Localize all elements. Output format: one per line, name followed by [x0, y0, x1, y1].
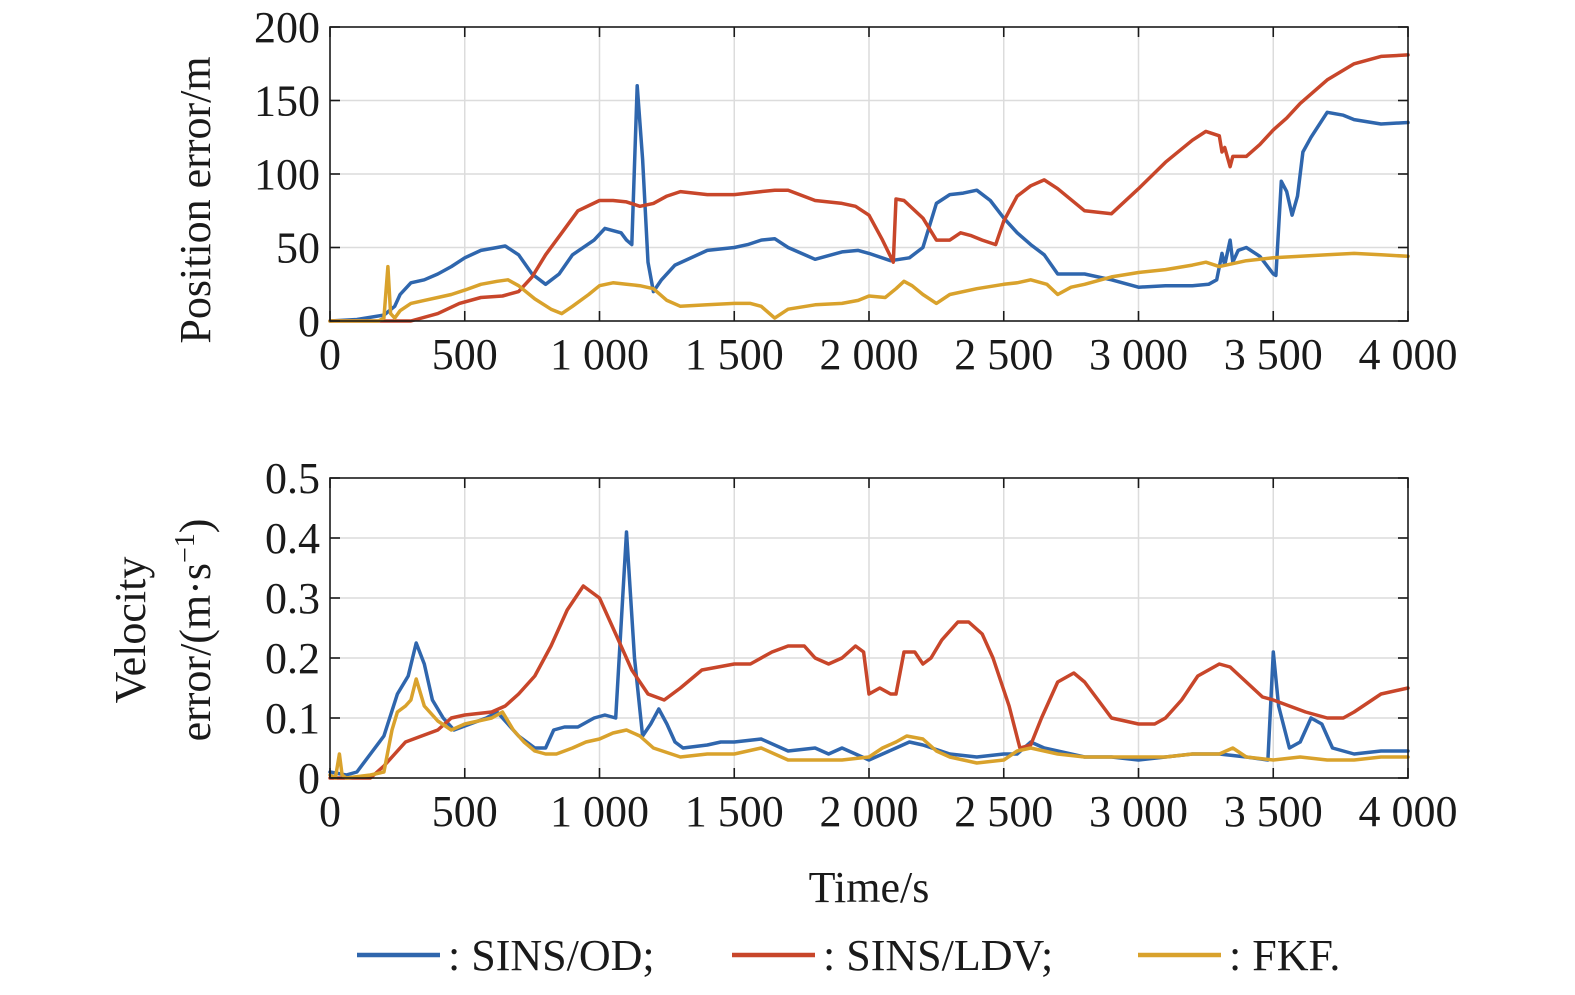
position-error-plot: 0 500 1 000 1 500 2 000 2 500 3 000 3 500 4 000 0…	[254, 3, 1458, 379]
position-xtick-label: 0	[319, 330, 341, 379]
position-series-sins-ldv	[328, 53, 1410, 323]
velocity-ylabel-main: error/(m·s	[171, 563, 220, 741]
position-ytick-label: 50	[276, 224, 320, 273]
position-ytick-label: 150	[254, 77, 320, 126]
position-xtick-label: 3 000	[1089, 330, 1188, 379]
legend-label-fkf: : FKF.	[1229, 931, 1340, 980]
legend-label-sins-ldv: : SINS/LDV;	[823, 931, 1053, 980]
velocity-error-plot: 0 500 1 000 1 500 2 000 2 500 3 000 3 500 4 000 0…	[265, 454, 1458, 836]
velocity-ytick-label: 0.2	[265, 634, 320, 683]
velocity-xtick-label: 3 500	[1224, 787, 1323, 836]
velocity-ytick-label: 0.3	[265, 574, 320, 623]
position-xtick-label: 3 500	[1224, 330, 1323, 379]
velocity-ytick-label: 0.5	[265, 454, 320, 503]
velocity-ytick-label: 0.4	[265, 514, 320, 563]
velocity-series-fkf	[328, 677, 1410, 780]
velocity-xtick-label: 0	[319, 787, 341, 836]
legend: : SINS/OD; : SINS/LDV; : FKF.	[357, 931, 1340, 980]
velocity-series-sins-ldv	[328, 584, 1410, 780]
position-ytick-label: 100	[254, 150, 320, 199]
position-xtick-label: 1 000	[550, 330, 649, 379]
velocity-xtick-label: 3 000	[1089, 787, 1188, 836]
velocity-ytick-label: 0.1	[265, 694, 320, 743]
position-xtick-label: 1 500	[685, 330, 784, 379]
velocity-xtick-label: 4 000	[1359, 787, 1458, 836]
velocity-xtick-label: 2 500	[954, 787, 1053, 836]
position-series-sins-od	[328, 84, 1410, 323]
position-ytick-label: 0	[298, 297, 320, 346]
velocity-ylabel-superscript: −1	[170, 533, 201, 563]
velocity-xtick-label: 1 000	[550, 787, 649, 836]
position-xtick-label: 2 500	[954, 330, 1053, 379]
velocity-xtick-label: 1 500	[685, 787, 784, 836]
position-ytick-label: 200	[254, 3, 320, 52]
position-xtick-label: 2 000	[820, 330, 919, 379]
velocity-series-sins-od	[328, 530, 1410, 777]
position-xtick-label: 4 000	[1359, 330, 1458, 379]
legend-label-sins-od: : SINS/OD;	[448, 931, 655, 980]
velocity-xtick-label: 500	[432, 787, 498, 836]
position-xtick-label: 500	[432, 330, 498, 379]
position-series-fkf	[328, 251, 1410, 323]
velocity-ylabel-line1: Velocity	[106, 557, 155, 704]
time-xlabel: Time/s	[809, 863, 930, 912]
velocity-ytick-label: 0	[298, 754, 320, 803]
velocity-ylabel-line2: error/(m·s−1)	[170, 519, 220, 742]
position-ylabel: Position error/m	[171, 56, 220, 343]
velocity-ylabel-close: )	[171, 519, 220, 534]
velocity-xtick-label: 2 000	[820, 787, 919, 836]
